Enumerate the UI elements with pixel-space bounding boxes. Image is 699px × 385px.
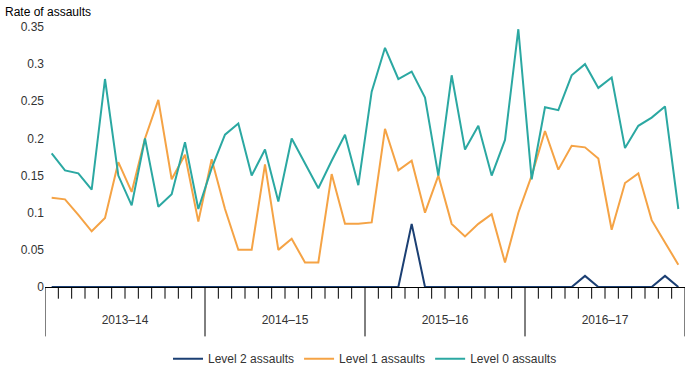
svg-text:Level 1 assaults: Level 1 assaults — [339, 352, 425, 366]
svg-text:0.15: 0.15 — [21, 169, 45, 183]
svg-text:0.25: 0.25 — [21, 94, 45, 108]
svg-text:0.1: 0.1 — [27, 206, 44, 220]
svg-text:2014–15: 2014–15 — [262, 313, 309, 327]
svg-text:0.3: 0.3 — [27, 57, 44, 71]
svg-text:0.35: 0.35 — [21, 20, 45, 34]
svg-text:Level 2 assaults: Level 2 assaults — [208, 352, 294, 366]
svg-text:Level 0 assaults: Level 0 assaults — [470, 352, 556, 366]
svg-text:2016–17: 2016–17 — [582, 313, 629, 327]
svg-text:2013–14: 2013–14 — [102, 313, 149, 327]
svg-text:Rate of assaults: Rate of assaults — [5, 5, 91, 19]
svg-text:0.05: 0.05 — [21, 243, 45, 257]
svg-text:0.2: 0.2 — [27, 132, 44, 146]
svg-text:0: 0 — [37, 280, 44, 294]
svg-text:2015–16: 2015–16 — [422, 313, 469, 327]
